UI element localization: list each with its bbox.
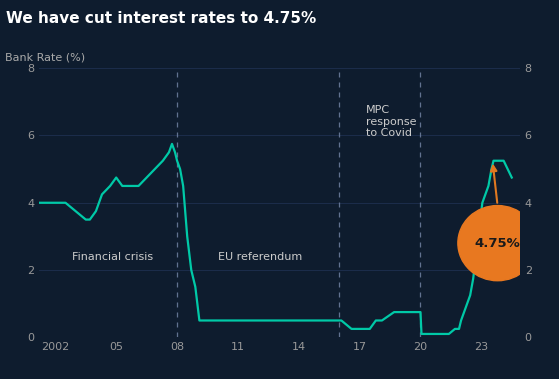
Text: We have cut interest rates to 4.75%: We have cut interest rates to 4.75% (6, 11, 316, 27)
Text: Bank Rate (%): Bank Rate (%) (6, 53, 86, 63)
Text: Financial crisis: Financial crisis (72, 252, 153, 262)
Ellipse shape (458, 205, 537, 281)
Text: MPC
response
to Covid: MPC response to Covid (366, 105, 416, 138)
Text: 4.75%: 4.75% (475, 236, 520, 250)
Text: EU referendum: EU referendum (218, 252, 302, 262)
